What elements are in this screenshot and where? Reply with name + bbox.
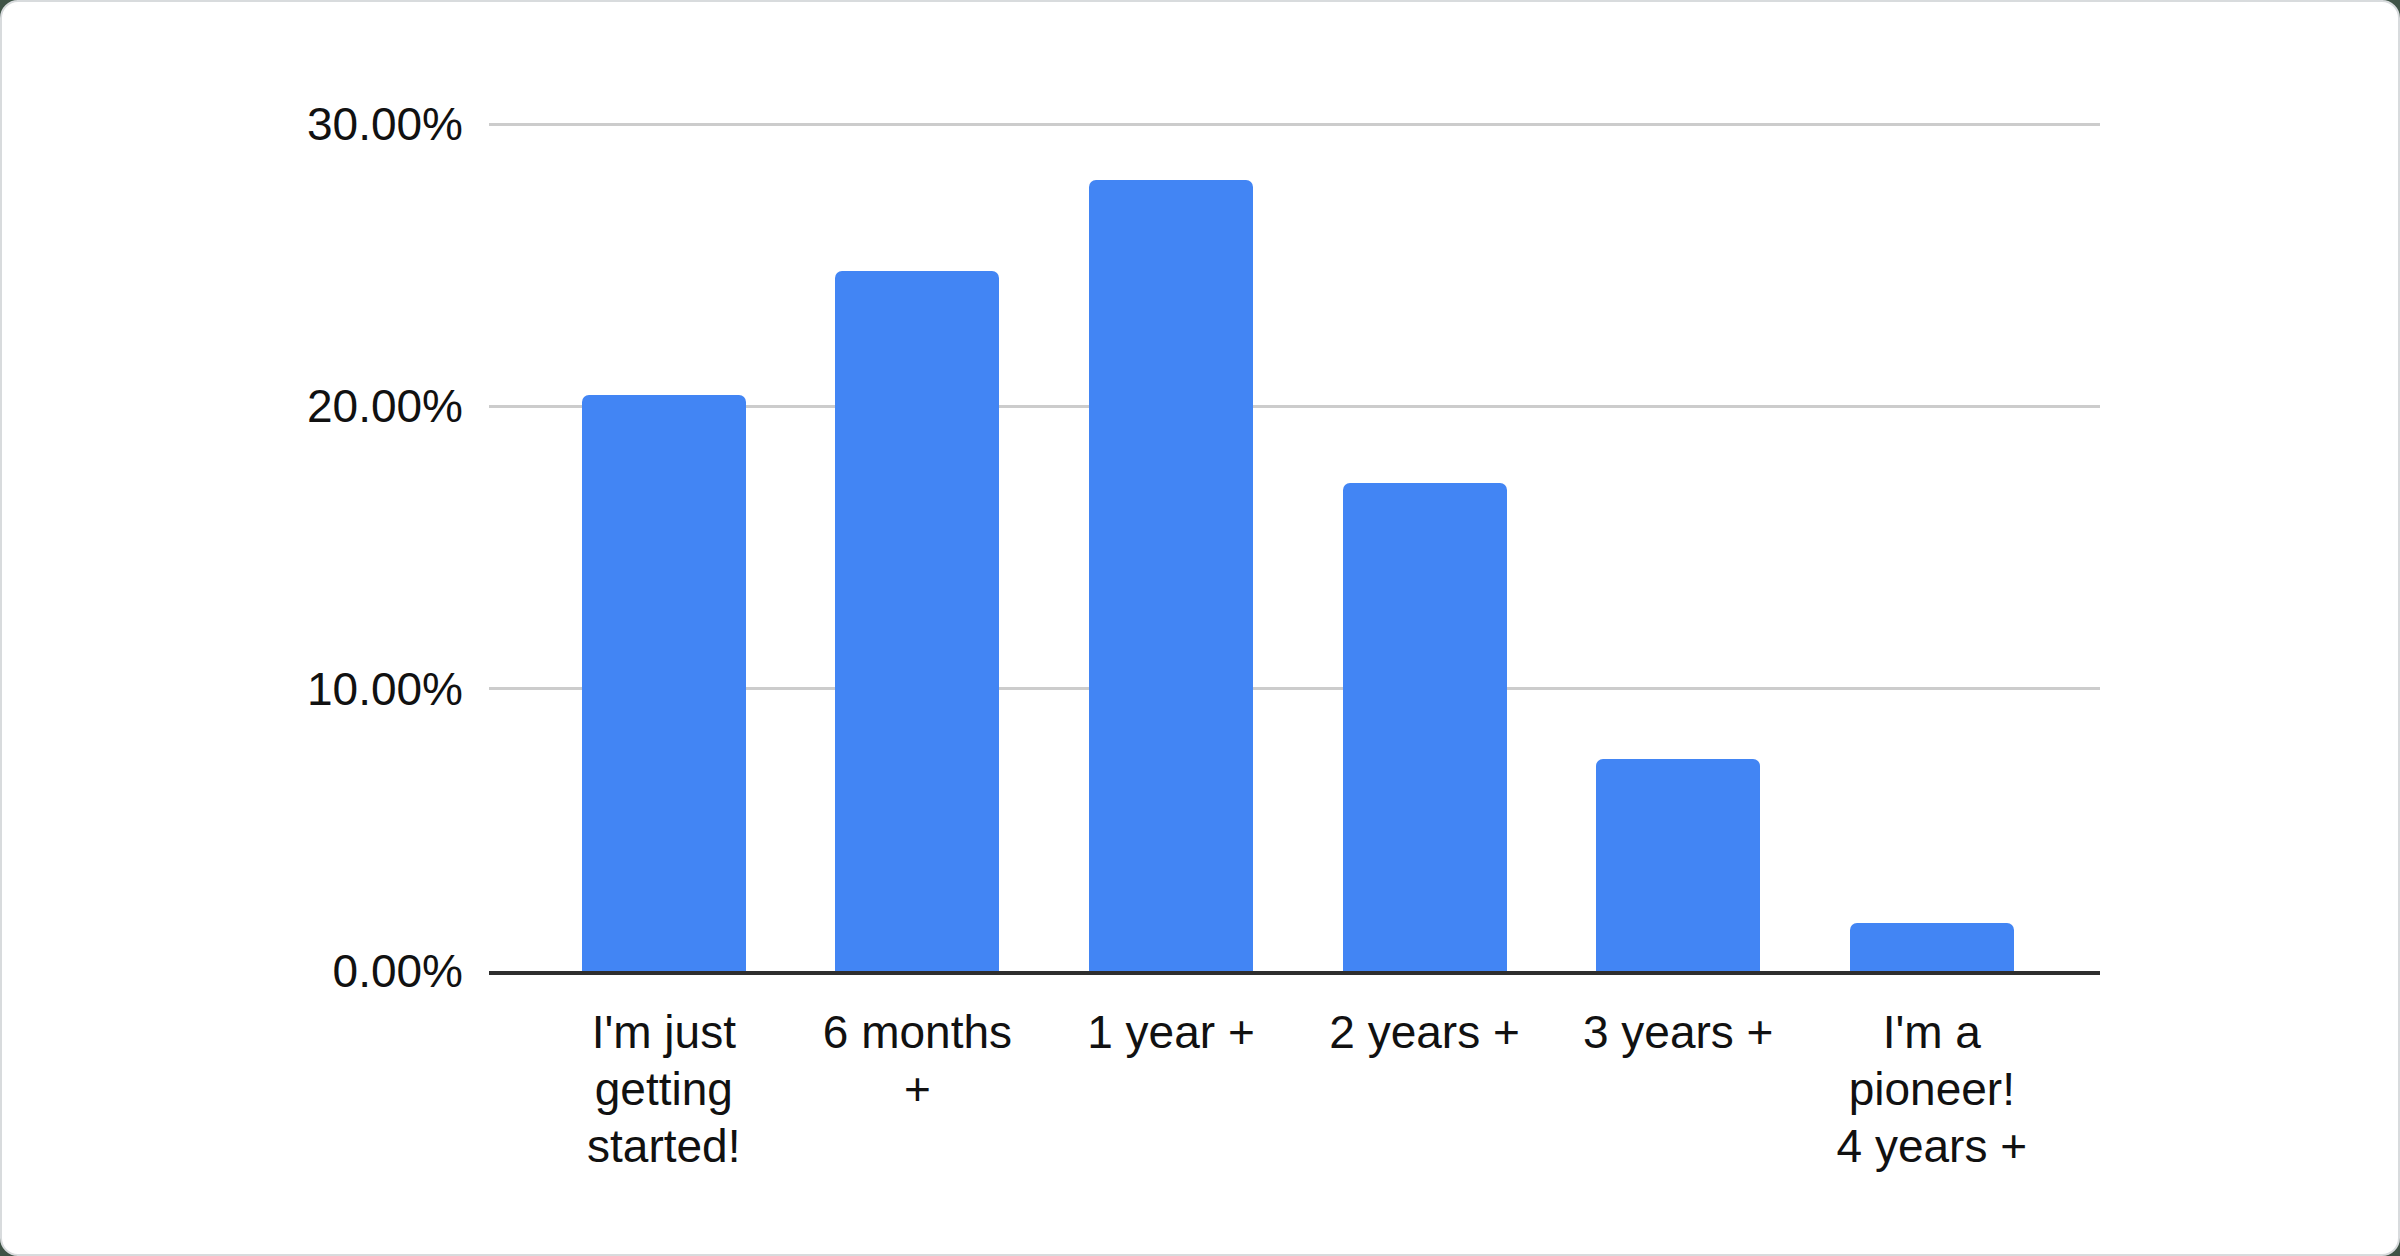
- bar: [1343, 483, 1507, 971]
- x-axis-category-label: 1 year +: [1041, 1004, 1301, 1061]
- gridline: [489, 123, 2100, 126]
- bar: [1596, 759, 1760, 971]
- chart-card: 30.00% 20.00% 10.00% 0.00% I'm just getting …: [0, 0, 2400, 1256]
- bar: [1850, 923, 2014, 971]
- y-axis-tick-label: 20.00%: [163, 378, 463, 434]
- plot-area: 30.00%20.00%10.00%0.00%I'm just getting …: [489, 124, 2100, 971]
- y-axis-tick-label: 10.00%: [163, 661, 463, 717]
- x-axis-category-label: 3 years +: [1548, 1004, 1808, 1061]
- y-axis-tick-label: 30.00%: [163, 96, 463, 152]
- x-axis-category-label: I'm a pioneer! 4 years +: [1802, 1004, 2062, 1175]
- bar: [835, 271, 999, 971]
- x-axis-category-label: 2 years +: [1295, 1004, 1555, 1061]
- x-axis-baseline: [489, 971, 2100, 975]
- y-axis-tick-label: 0.00%: [163, 943, 463, 999]
- x-axis-category-label: 6 months +: [787, 1004, 1047, 1118]
- x-axis-category-label: I'm just getting started!: [534, 1004, 794, 1175]
- bar: [582, 395, 746, 971]
- page: 30.00% 20.00% 10.00% 0.00% I'm just getting …: [0, 0, 2400, 1256]
- bar: [1089, 180, 1253, 971]
